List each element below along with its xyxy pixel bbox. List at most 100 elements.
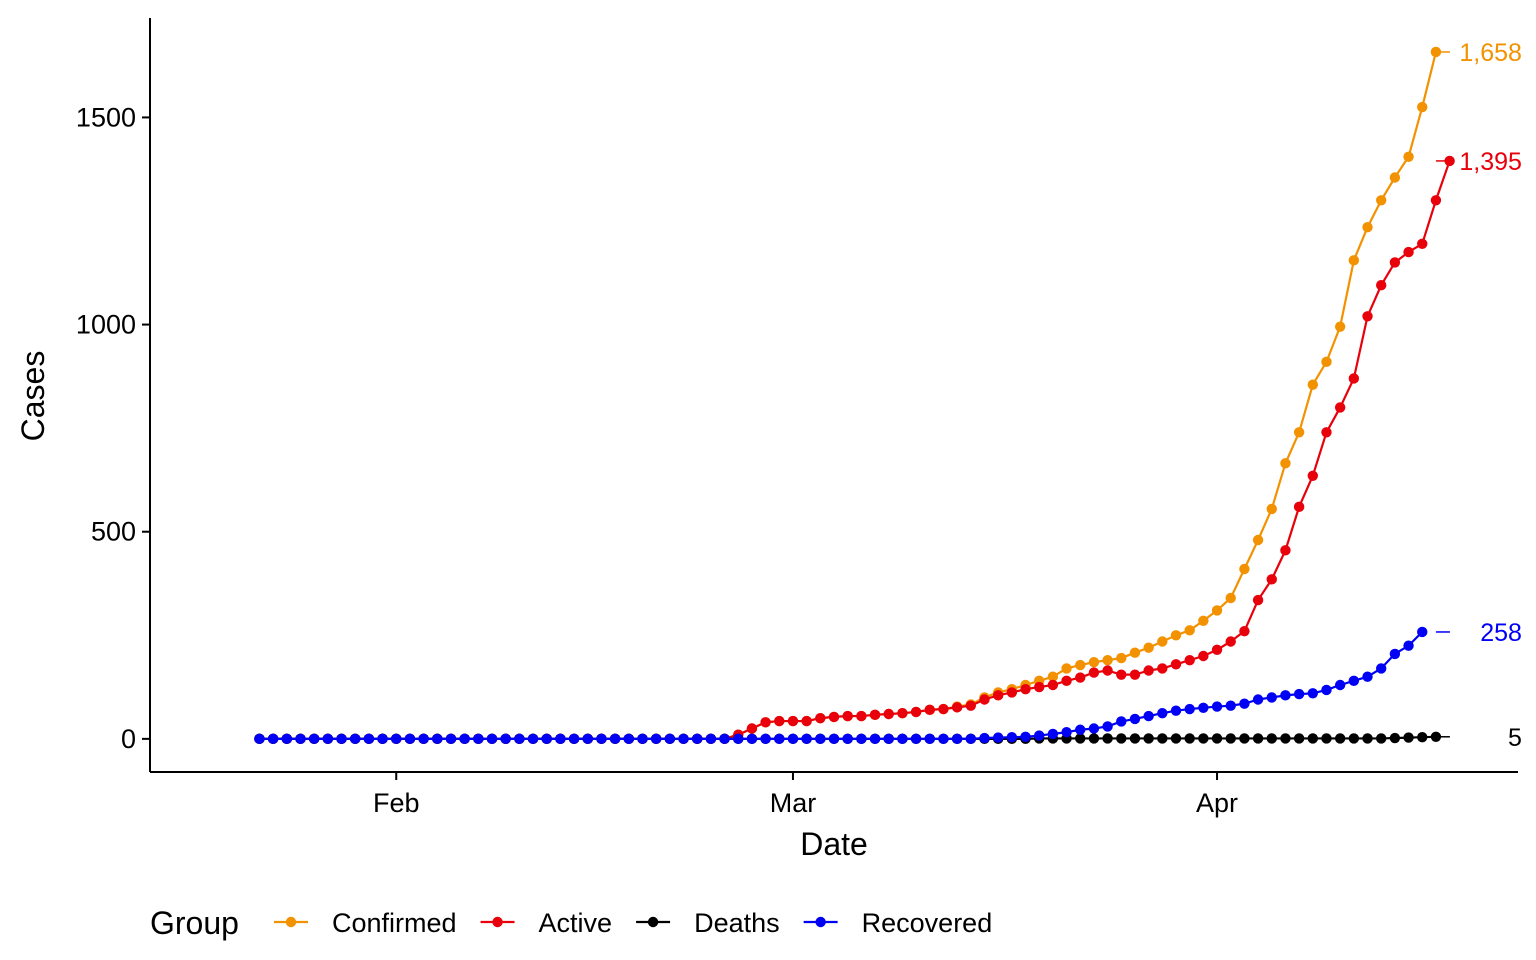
data-point-deaths — [1417, 732, 1428, 743]
data-point-deaths — [1116, 733, 1127, 744]
data-point-deaths — [1334, 733, 1346, 744]
series-line-active — [259, 160, 1451, 740]
data-point-recovered — [1293, 688, 1305, 700]
data-point-deaths — [1088, 733, 1100, 744]
legend-key-point — [647, 916, 659, 928]
data-point-recovered — [1252, 694, 1264, 705]
end-label-confirmed: 1,658 — [1459, 39, 1522, 67]
data-point-confirmed — [1362, 222, 1373, 233]
data-point-confirmed — [1129, 647, 1141, 658]
data-point-recovered — [377, 733, 388, 745]
data-point-active — [1116, 669, 1127, 680]
x-axis-title: Date — [800, 826, 868, 862]
data-point-recovered — [1157, 707, 1168, 719]
data-point-recovered — [473, 733, 484, 745]
data-point-recovered — [910, 733, 922, 745]
data-point-recovered — [828, 733, 840, 745]
legend: Group Confirmed Active Deaths Recovered — [150, 905, 992, 941]
data-point-recovered — [719, 733, 730, 745]
data-point-recovered — [774, 733, 785, 745]
data-point-active — [1239, 625, 1250, 637]
data-point-confirmed — [1075, 659, 1086, 671]
data-point-deaths — [1348, 733, 1360, 744]
data-point-recovered — [1088, 723, 1100, 734]
data-point-confirmed — [1102, 654, 1113, 666]
data-point-recovered — [1061, 727, 1072, 738]
data-point-recovered — [418, 733, 429, 745]
data-point-confirmed — [1266, 503, 1277, 515]
data-point-recovered — [842, 733, 853, 745]
data-point-recovered — [582, 733, 593, 745]
data-point-recovered — [1362, 671, 1373, 682]
data-point-recovered — [391, 733, 402, 745]
data-point-recovered — [1143, 710, 1154, 722]
data-point-active — [842, 710, 853, 722]
data-point-recovered — [1034, 730, 1045, 741]
data-point-active — [910, 706, 922, 718]
data-point-deaths — [1157, 733, 1168, 744]
data-point-active — [1211, 644, 1223, 655]
y-tick-label: 0 — [121, 724, 136, 754]
legend-label-recovered: Recovered — [862, 908, 993, 938]
data-point-active — [992, 690, 1004, 701]
data-point-recovered — [1280, 690, 1291, 701]
data-point-active — [1362, 311, 1373, 322]
data-point-active — [1417, 238, 1428, 249]
data-point-recovered — [664, 733, 676, 745]
data-point-recovered — [705, 733, 717, 745]
data-point-recovered — [281, 733, 292, 745]
data-point-recovered — [363, 733, 375, 745]
data-point-recovered — [514, 733, 525, 745]
data-point-deaths — [1293, 733, 1305, 744]
data-point-deaths — [1362, 733, 1373, 744]
data-point-recovered — [623, 733, 634, 745]
data-point-deaths — [1376, 733, 1387, 744]
data-point-active — [1266, 574, 1277, 585]
end-label-deaths: 5 — [1508, 724, 1522, 752]
data-point-confirmed — [1143, 642, 1154, 653]
data-point-confirmed — [1170, 630, 1182, 641]
data-point-active — [1225, 636, 1236, 647]
data-point-recovered — [678, 733, 689, 745]
data-point-active — [1075, 672, 1086, 683]
data-point-recovered — [637, 733, 648, 745]
data-point-active — [869, 709, 881, 721]
data-point-active — [787, 715, 799, 727]
data-point-active — [1376, 280, 1387, 291]
data-point-active — [1006, 687, 1018, 698]
data-point-active — [760, 717, 771, 728]
data-point-recovered — [295, 733, 306, 745]
y-tick-label: 1000 — [76, 310, 136, 340]
data-point-active — [1321, 427, 1332, 438]
data-point-recovered — [1116, 716, 1127, 727]
data-point-active — [924, 704, 935, 716]
data-point-recovered — [1403, 640, 1414, 651]
data-point-recovered — [432, 733, 443, 745]
data-point-active — [1334, 402, 1346, 413]
data-point-active — [1280, 545, 1291, 556]
y-tick-label: 500 — [91, 517, 136, 547]
data-point-active — [1143, 665, 1154, 676]
legend-label-active: Active — [539, 908, 613, 938]
axes: 0 500 1000 1500 Feb Mar Apr — [76, 18, 1518, 818]
data-point-recovered — [746, 733, 758, 745]
data-point-active — [1047, 679, 1059, 691]
data-point-active — [1088, 667, 1100, 678]
legend-label-deaths: Deaths — [694, 908, 780, 938]
data-point-deaths — [1266, 733, 1277, 744]
data-point-recovered — [1417, 626, 1428, 638]
legend-key-point — [492, 916, 503, 928]
data-point-recovered — [1006, 732, 1018, 743]
data-point-confirmed — [1198, 615, 1209, 626]
data-point-confirmed — [1280, 458, 1291, 469]
data-point-confirmed — [1061, 663, 1072, 674]
x-tick-label: Apr — [1196, 788, 1238, 818]
data-point-recovered — [1225, 700, 1236, 711]
data-point-recovered — [1376, 663, 1387, 674]
data-point-deaths — [1102, 733, 1113, 744]
data-point-recovered — [1266, 692, 1277, 703]
data-point-confirmed — [1417, 101, 1428, 113]
data-point-confirmed — [1307, 379, 1319, 390]
data-point-active — [828, 711, 840, 723]
data-point-active — [1170, 659, 1182, 670]
